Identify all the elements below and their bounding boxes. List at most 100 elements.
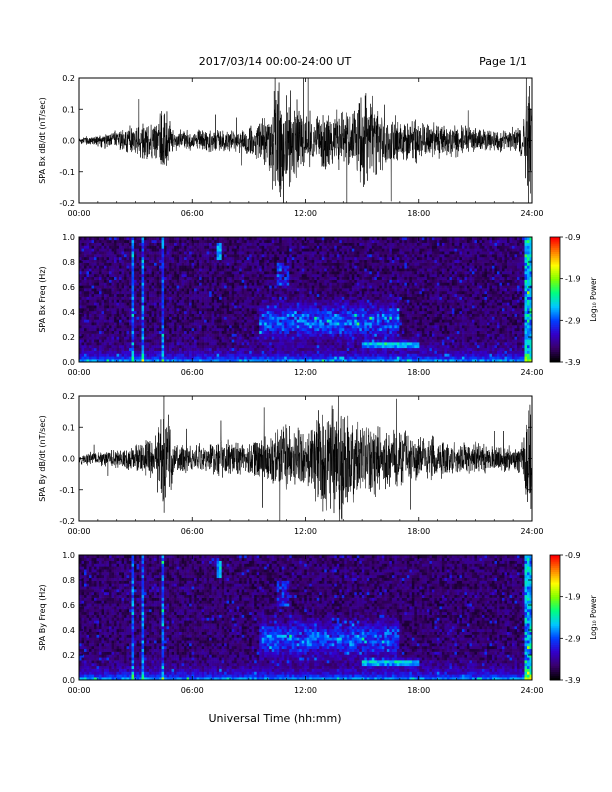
spectrogram-cell (166, 302, 170, 306)
spectrogram-cell (199, 262, 202, 266)
spectrogram-cell (136, 282, 140, 286)
spectrogram-cell (356, 271, 360, 275)
spectrogram-cell (141, 316, 145, 320)
spectrogram-cell (196, 271, 200, 275)
spectrogram-cell (251, 265, 255, 269)
spectrogram-cell (171, 339, 175, 343)
spectrogram-cell (329, 282, 333, 286)
spectrogram-cell (79, 268, 82, 272)
spectrogram-cell (129, 322, 132, 326)
spectrogram-cell (96, 265, 100, 269)
spectrogram-cell (314, 271, 318, 275)
spectrogram-cell (231, 290, 235, 295)
spectrogram-cell (351, 245, 355, 249)
spectrogram-cell (231, 313, 235, 317)
spectrogram-cell (174, 268, 177, 272)
spectrogram-cell (91, 237, 95, 241)
spectrogram-cell (86, 342, 90, 346)
spectrogram-cell (141, 245, 145, 249)
spectrogram-cell (106, 333, 110, 337)
spectrogram-cell (296, 305, 300, 309)
spectrogram-cell (231, 336, 235, 340)
spectrogram-cell (289, 271, 293, 275)
spectrogram-cell (131, 342, 135, 346)
spectrogram-cell (116, 288, 120, 292)
spectrogram-cell (241, 293, 245, 297)
spectrogram-cell (276, 305, 280, 309)
spectrogram-cell (314, 296, 318, 300)
spectrogram-cell (241, 322, 245, 326)
spectrogram-cell (256, 342, 260, 346)
spectrogram-cell (211, 288, 215, 292)
spectrogram-cell (326, 242, 330, 246)
spectrogram-cell (231, 344, 235, 349)
spectrogram-cell (291, 259, 295, 263)
spectrogram-cell (309, 262, 313, 266)
spectrogram-cell (149, 242, 152, 246)
spectrogram-cell (171, 308, 175, 312)
spectrogram-cell (274, 344, 278, 349)
spectrogram-cell (246, 239, 250, 243)
spectrogram-cell (169, 327, 172, 332)
spectrogram-cell (109, 350, 112, 354)
spectrogram-cell (316, 316, 320, 320)
spectrogram-cell (309, 254, 313, 258)
spectrogram-cell (246, 259, 250, 263)
spectrogram-cell (281, 262, 285, 266)
spectrogram-cell (301, 313, 305, 317)
spectrogram-cell (236, 273, 240, 278)
spectrogram-cell (349, 296, 353, 300)
spectrogram-cell (219, 350, 222, 354)
spectrogram-cell (324, 327, 328, 332)
spectrogram-cell (251, 279, 255, 283)
spectrogram-cell (269, 279, 273, 283)
spectrogram-cell (226, 305, 230, 309)
spectrogram-cell (269, 251, 273, 255)
spectrogram-cell (91, 319, 95, 323)
spectrogram-cell (306, 322, 310, 326)
spectrogram-cell (324, 356, 328, 360)
spectrogram-cell (81, 254, 85, 258)
spectrogram-cell (101, 251, 105, 255)
spectrogram-cell (86, 327, 90, 332)
spectrogram-cell (286, 336, 290, 340)
spectrogram-cell (124, 327, 127, 332)
spectrogram-cell (339, 322, 343, 326)
spectrogram-cell (264, 259, 267, 263)
spectrogram-cell (286, 319, 290, 323)
spectrogram-cell (169, 282, 172, 286)
spectrogram-cell (86, 237, 90, 241)
spectrogram-cell (286, 353, 290, 357)
spectrogram-cell (151, 344, 155, 349)
spectrogram-cell (331, 313, 335, 317)
spectrogram-cell (119, 330, 122, 334)
spectrogram-cell (301, 251, 305, 255)
spectrogram-cell (134, 271, 137, 275)
spectrogram-cell (319, 248, 323, 252)
spectrogram-cell (324, 353, 328, 357)
spectrogram-cell (234, 273, 237, 278)
spectrogram-cell (179, 273, 182, 278)
spectrogram-cell (259, 265, 262, 269)
spectrogram-cell (206, 239, 210, 243)
spectrogram-cell (86, 302, 90, 306)
spectrogram-cell (114, 333, 117, 337)
spectrogram-cell (89, 293, 92, 297)
spectrogram-cell (131, 273, 135, 278)
spectrogram-cell (336, 310, 340, 314)
spectrogram-cell (246, 347, 250, 351)
spectrogram-cell (269, 356, 273, 360)
spectrogram-cell (349, 313, 353, 317)
spectrogram-cell (271, 319, 275, 323)
spectrogram-cell (156, 282, 160, 286)
spectrogram-cell (159, 285, 162, 289)
spectrogram-cell (346, 237, 350, 241)
spectrogram-cell (301, 310, 305, 314)
spectrogram-cell (204, 254, 207, 258)
spectrogram-cell (124, 254, 127, 258)
spectrogram-cell (166, 279, 170, 283)
spectrogram-cell (249, 339, 252, 343)
spectrogram-cell (251, 325, 255, 329)
spectrogram-cell (119, 256, 122, 261)
spectrogram-cell (314, 336, 318, 340)
